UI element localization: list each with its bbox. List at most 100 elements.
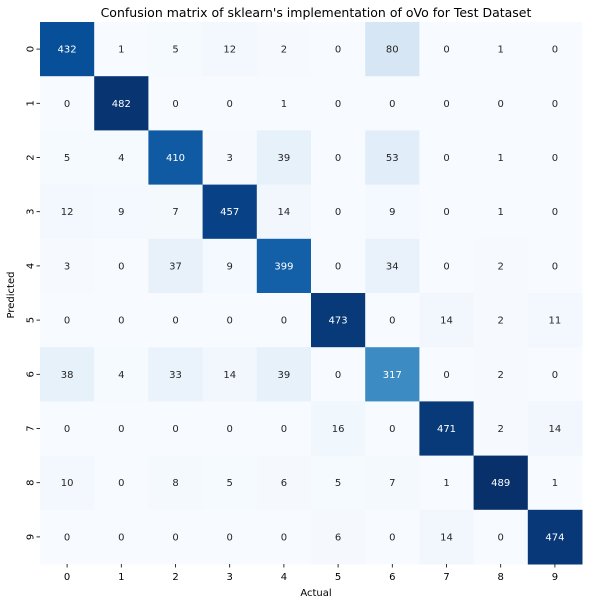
- y-tick-label-0: 0: [26, 46, 37, 52]
- heatmap-cell-r4-c2: [148, 238, 204, 294]
- cell-value-r7-c8: 2: [498, 424, 504, 435]
- heatmap-cell-r1-c9: [527, 76, 583, 131]
- heatmap-cell-r9-c3: [202, 509, 258, 565]
- heatmap-cell-r6-c1: [94, 347, 149, 402]
- cell-value-r1-c0: 0: [64, 99, 70, 110]
- cell-value-r1-c2: 0: [172, 99, 178, 110]
- heatmap-cell-r5-c4: [256, 293, 312, 348]
- cell-value-r6-c4: 39: [278, 370, 291, 381]
- cell-value-r4-c3: 9: [227, 261, 233, 272]
- cell-value-r2-c5: 0: [335, 153, 341, 164]
- heatmap-cell-r4-c5: [311, 238, 366, 294]
- heatmap-cell-r4-c7: [419, 238, 475, 294]
- heatmap-cell-r7-c9: [527, 401, 583, 457]
- cell-value-r8-c6: 7: [389, 478, 395, 489]
- heatmap-cell-r6-c4: [256, 347, 312, 402]
- y-tick-label-6: 6: [26, 371, 37, 377]
- y-axis-label: Predicted: [6, 272, 17, 319]
- y-tick-label-8: 8: [26, 480, 37, 486]
- heatmap-cell-r4-c0: [40, 238, 95, 294]
- chart-title: Confusion matrix of sklearn's implementa…: [101, 5, 532, 20]
- heatmap-cell-r3-c6: [365, 184, 420, 240]
- cell-value-r3-c1: 9: [118, 207, 124, 218]
- heatmap-cell-r0-c0: [40, 22, 95, 77]
- x-axis-ticks: 0 1 2 3 4 5 6 7 8 9: [64, 564, 558, 583]
- heatmap-cell-r3-c2: [148, 184, 204, 240]
- y-tick-label-2: 2: [26, 154, 37, 160]
- heatmap-cell-r6-c5: [311, 347, 366, 402]
- heatmap-cell-r6-c9: [527, 347, 583, 402]
- heatmap-cell-r5-c6: [365, 293, 420, 348]
- heatmap-cell-r0-c7: [419, 22, 475, 77]
- y-tick-label-7: 7: [26, 425, 37, 431]
- cell-value-r3-c5: 0: [335, 207, 341, 218]
- y-tick-label-3: 3: [26, 209, 37, 215]
- cell-value-r5-c9: 11: [549, 316, 562, 327]
- cell-value-r0-c7: 0: [443, 45, 449, 56]
- cell-value-r5-c4: 0: [281, 316, 287, 327]
- cell-value-r0-c2: 5: [172, 45, 178, 56]
- heatmap-cell-r0-c5: [311, 22, 366, 77]
- heatmap-cell-r9-c8: [473, 509, 529, 565]
- x-tick-label-6: 6: [389, 572, 395, 583]
- cell-value-r8-c3: 5: [227, 478, 233, 489]
- heatmap-cell-r4-c4: [256, 238, 312, 294]
- cell-value-r3-c8: 1: [498, 207, 504, 218]
- cell-value-r1-c1: 482: [112, 99, 131, 110]
- heatmap-cell-r8-c5: [311, 455, 366, 511]
- cell-value-r9-c2: 0: [172, 532, 178, 543]
- cell-value-r4-c4: 399: [274, 261, 293, 272]
- heatmap-cell-r5-c8: [473, 293, 529, 348]
- heatmap-cell-r7-c0: [40, 401, 95, 457]
- cell-value-r3-c3: 457: [220, 207, 239, 218]
- heatmap-cell-r7-c7: [419, 401, 475, 457]
- cell-value-r3-c6: 9: [389, 207, 395, 218]
- y-tick-label-5: 5: [26, 317, 37, 323]
- cell-value-r2-c1: 4: [118, 153, 124, 164]
- cell-value-r5-c2: 0: [172, 316, 178, 327]
- cell-value-r2-c6: 53: [386, 153, 399, 164]
- cell-value-r3-c7: 0: [443, 207, 449, 218]
- cell-value-r6-c5: 0: [335, 370, 341, 381]
- cell-value-r2-c0: 5: [64, 153, 70, 164]
- cell-value-r0-c5: 0: [335, 45, 341, 56]
- heatmap-cell-r8-c1: [94, 455, 149, 511]
- cell-value-r4-c5: 0: [335, 261, 341, 272]
- heatmap-cell-r2-c4: [256, 130, 312, 186]
- cell-value-r8-c7: 1: [443, 478, 449, 489]
- cell-value-r2-c3: 3: [227, 153, 233, 164]
- heatmap-cell-r1-c4: [256, 76, 312, 131]
- heatmap-cell-r2-c2: [148, 130, 204, 186]
- x-tick-label-4: 4: [281, 572, 287, 583]
- x-tick-label-5: 5: [335, 572, 341, 583]
- x-tick-label-1: 1: [118, 572, 124, 583]
- x-tick-label-3: 3: [227, 572, 233, 583]
- cell-value-r7-c7: 471: [437, 424, 456, 435]
- cell-value-r0-c4: 2: [281, 45, 287, 56]
- cell-value-r2-c7: 0: [443, 153, 449, 164]
- heatmap-cell-r9-c9: [527, 509, 583, 565]
- cell-value-r9-c6: 0: [389, 532, 395, 543]
- heatmap-cells: 432 1 5 12 2 0 80 0 1 00 482 0 0 1 0 0 0 0 05 4 410 3 39 0 53 0 1 0…: [40, 22, 583, 565]
- heatmap-cell-r9-c1: [94, 509, 149, 565]
- cell-value-r5-c7: 14: [440, 316, 453, 327]
- heatmap-cell-r9-c5: [311, 509, 366, 565]
- heatmap-cell-r8-c8: [473, 455, 529, 511]
- heatmap-cell-r7-c4: [256, 401, 312, 457]
- heatmap-cell-r7-c5: [311, 401, 366, 457]
- cell-value-r9-c0: 0: [64, 532, 70, 543]
- cell-value-r4-c2: 37: [169, 261, 182, 272]
- cell-value-r6-c8: 2: [498, 370, 504, 381]
- heatmap-cell-r7-c8: [473, 401, 529, 457]
- heatmap-cell-r7-c3: [202, 401, 258, 457]
- cell-value-r5-c3: 0: [227, 316, 233, 327]
- cell-value-r2-c4: 39: [278, 153, 291, 164]
- cell-value-r7-c6: 0: [389, 424, 395, 435]
- cell-value-r8-c9: 1: [552, 478, 558, 489]
- heatmap-cell-r8-c2: [148, 455, 204, 511]
- heatmap-cell-r4-c6: [365, 238, 420, 294]
- heatmap-cell-r6-c3: [202, 347, 258, 402]
- heatmap-cell-r8-c4: [256, 455, 312, 511]
- cell-value-r9-c5: 6: [335, 532, 341, 543]
